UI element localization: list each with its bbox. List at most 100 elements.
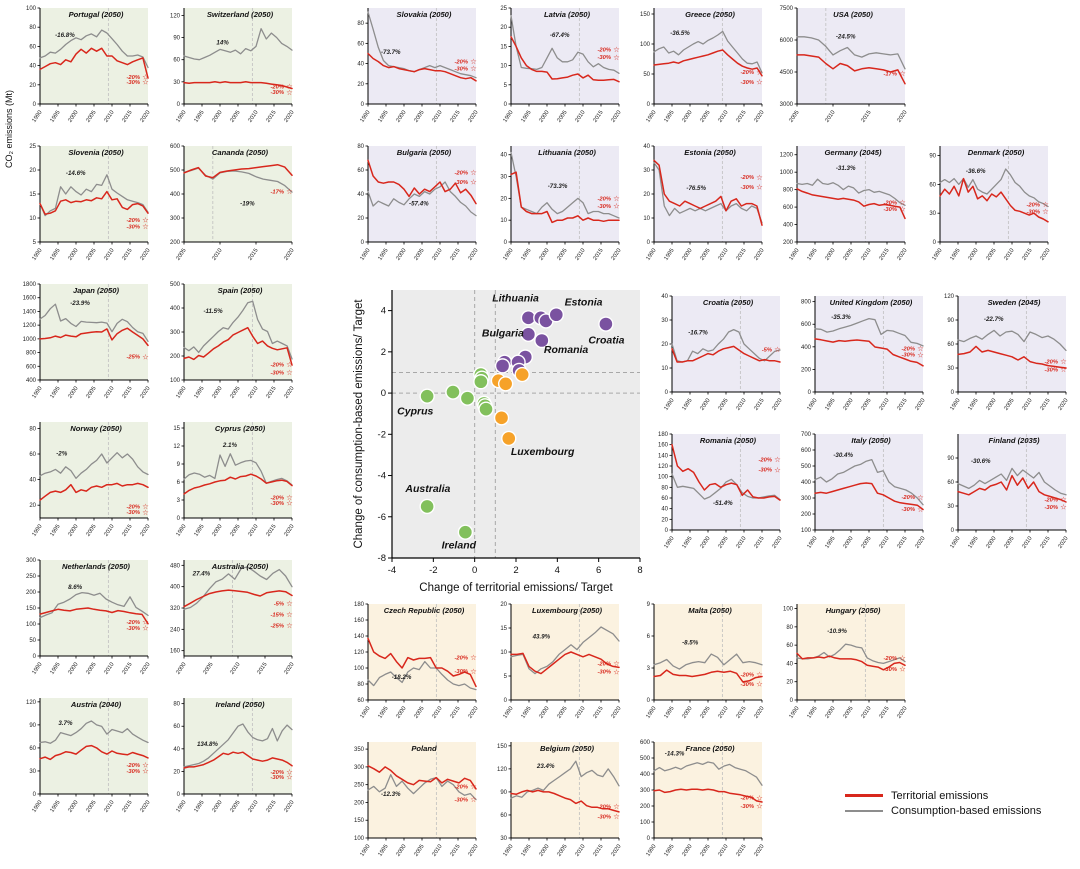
svg-text:1200: 1200	[23, 323, 37, 329]
svg-text:2015: 2015	[592, 844, 604, 858]
legend-label: Consumption-based emissions	[891, 804, 1042, 817]
svg-text:Cyprus (2050): Cyprus (2050)	[215, 424, 266, 433]
svg-text:2005: 2005	[85, 248, 97, 262]
svg-text:200: 200	[801, 512, 812, 518]
svg-text:2015: 2015	[753, 536, 765, 550]
svg-text:-57.4%: -57.4%	[409, 201, 429, 208]
svg-text:2010: 2010	[717, 844, 729, 858]
svg-text:2000: 2000	[681, 110, 693, 124]
svg-text:2010: 2010	[247, 110, 259, 124]
svg-text:15: 15	[29, 192, 36, 198]
svg-text:1995: 1995	[193, 800, 205, 814]
svg-text:-30%: -30%	[1044, 505, 1058, 511]
svg-text:2020: 2020	[753, 844, 765, 858]
svg-text:2010: 2010	[1021, 398, 1033, 412]
svg-text:☆: ☆	[613, 659, 620, 668]
chart-norway: 20 40 60 80 1990 1995 2000 2005 2010 2015 2020 Norw…	[14, 418, 152, 548]
svg-text:-19%: -19%	[240, 201, 255, 208]
svg-text:60: 60	[29, 44, 36, 50]
svg-text:15: 15	[500, 626, 507, 632]
svg-text:250: 250	[354, 783, 365, 789]
svg-text:2010: 2010	[824, 110, 836, 124]
svg-text:2000: 2000	[699, 536, 711, 550]
chart-switzerland: 0 30 60 90 120 1990 1995 2000 2005 2010 2015 2020 Sw…	[158, 4, 296, 134]
svg-text:0: 0	[790, 698, 794, 704]
svg-text:-20%: -20%	[901, 347, 915, 353]
svg-text:☆: ☆	[470, 653, 477, 662]
svg-text:-23.9%: -23.9%	[70, 300, 90, 307]
svg-text:☆: ☆	[1060, 502, 1067, 511]
svg-text:2005: 2005	[413, 844, 425, 858]
svg-text:1990: 1990	[359, 844, 371, 858]
svg-text:160: 160	[354, 618, 365, 624]
svg-text:2005: 2005	[556, 706, 568, 720]
svg-text:-20%: -20%	[901, 495, 915, 501]
svg-text:2005: 2005	[85, 800, 97, 814]
svg-text:-8.5%: -8.5%	[682, 639, 699, 646]
svg-text:☆: ☆	[286, 621, 293, 630]
svg-text:☆: ☆	[1042, 207, 1049, 216]
svg-text:☆: ☆	[613, 812, 620, 821]
svg-text:2000: 2000	[211, 110, 223, 124]
svg-text:1990: 1990	[931, 248, 943, 262]
svg-text:-20%: -20%	[1026, 203, 1040, 209]
svg-text:60: 60	[357, 168, 364, 174]
svg-text:1990: 1990	[806, 536, 818, 550]
svg-text:480: 480	[170, 563, 181, 569]
svg-text:40: 40	[29, 478, 36, 484]
svg-text:USA (2050): USA (2050)	[833, 10, 873, 19]
svg-text:-30%: -30%	[126, 225, 140, 231]
svg-text:120: 120	[658, 464, 669, 470]
svg-text:☆: ☆	[774, 345, 781, 354]
chart-japan: 400 600 800 1000 1200 1400 1600 1800 1990 1995 200…	[14, 280, 152, 410]
legend-label: Territorial emissions	[891, 789, 989, 802]
svg-text:600: 600	[640, 740, 651, 746]
svg-text:Malta (2050): Malta (2050)	[688, 606, 732, 615]
svg-text:2015: 2015	[878, 248, 890, 262]
svg-text:200: 200	[170, 240, 181, 246]
svg-text:1995: 1995	[49, 248, 61, 262]
svg-text:1200: 1200	[780, 153, 794, 159]
svg-text:2000: 2000	[67, 248, 79, 262]
svg-text:2015: 2015	[121, 110, 133, 124]
svg-text:☆: ☆	[899, 665, 906, 674]
svg-text:1990: 1990	[31, 386, 43, 400]
chart-malta: 0 3 6 9 1990 1995 2000 2005 2010 2015 2020 Malta (2…	[628, 600, 766, 730]
svg-text:2015: 2015	[860, 110, 872, 124]
svg-text:2010: 2010	[431, 248, 443, 262]
svg-text:-30%: -30%	[597, 204, 611, 210]
svg-text:800: 800	[801, 300, 812, 306]
svg-text:2000: 2000	[67, 662, 79, 676]
svg-text:-5%: -5%	[274, 601, 284, 607]
svg-text:180: 180	[354, 602, 365, 608]
svg-text:2015: 2015	[592, 110, 604, 124]
svg-text:Luxembourg: Luxembourg	[511, 446, 575, 458]
svg-text:1990: 1990	[645, 844, 657, 858]
svg-text:2010: 2010	[574, 248, 586, 262]
svg-text:Norway (2050): Norway (2050)	[70, 424, 122, 433]
svg-text:-73.3%: -73.3%	[548, 183, 568, 190]
svg-text:200: 200	[801, 367, 812, 373]
svg-text:Estonia: Estonia	[565, 296, 603, 308]
svg-text:120: 120	[170, 13, 181, 19]
svg-text:-30%: -30%	[1026, 209, 1040, 215]
svg-text:1995: 1995	[663, 248, 675, 262]
svg-text:2020: 2020	[139, 800, 151, 814]
svg-text:-20%: -20%	[740, 672, 754, 678]
svg-text:1995: 1995	[681, 536, 693, 550]
svg-text:2015: 2015	[265, 386, 277, 400]
svg-text:1990: 1990	[175, 110, 187, 124]
svg-text:5: 5	[504, 674, 508, 680]
svg-text:2000: 2000	[67, 800, 79, 814]
svg-text:10: 10	[29, 216, 36, 222]
svg-text:2005: 2005	[202, 662, 214, 676]
svg-text:-30%: -30%	[740, 682, 754, 688]
svg-text:90: 90	[500, 790, 507, 796]
svg-text:Slovenia (2050): Slovenia (2050)	[68, 148, 124, 157]
svg-text:-30%: -30%	[126, 769, 140, 775]
svg-text:3: 3	[647, 666, 651, 672]
svg-text:-20%: -20%	[126, 218, 140, 224]
svg-text:☆: ☆	[142, 760, 149, 769]
svg-text:2005: 2005	[413, 706, 425, 720]
